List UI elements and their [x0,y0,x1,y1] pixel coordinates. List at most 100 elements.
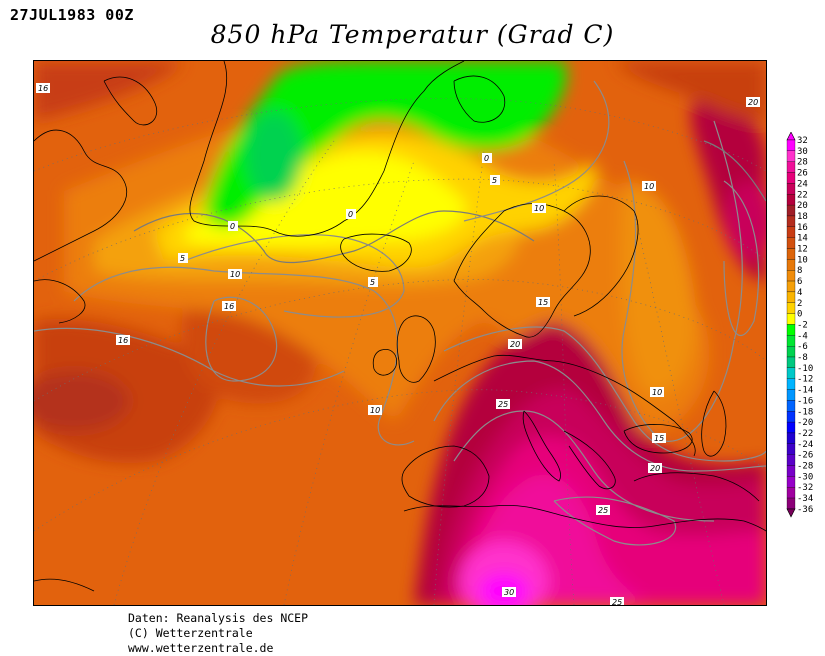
scale-tick-label: -30 [797,472,813,482]
contour-label: 25 [610,597,624,605]
scale-swatch [786,248,796,260]
contour-label: 30 [502,587,516,597]
scale-tick-label: -16 [797,396,813,406]
scale-swatch [786,411,796,423]
coastlines [34,61,766,592]
svg-text:0: 0 [348,210,353,219]
scale-swatch [786,172,796,184]
svg-text:20: 20 [748,98,758,107]
scale-tick-label: 4 [797,288,802,298]
scale-swatch [786,161,796,173]
scale-tick-label: 10 [797,255,808,265]
scale-swatch [786,389,796,401]
scale-swatch [786,400,796,412]
scale-swatch [786,378,796,390]
scale-arrow-min [786,508,796,518]
scale-swatch [786,454,796,466]
svg-text:10: 10 [370,406,380,415]
scale-tick-label: 8 [797,266,802,276]
contour-label: 16 [36,83,50,93]
valid-time: 27JUL1983 00Z [10,6,134,24]
contour-label: 10 [650,387,664,397]
scale-tick-label: -24 [797,440,813,450]
scale-tick-label: -32 [797,483,813,493]
footer-data-line: Daten: Reanalysis des NCEP [128,611,309,625]
svg-text:25: 25 [612,598,622,605]
svg-text:0: 0 [484,154,489,163]
scale-tick-label: 20 [797,201,808,211]
scale-arrow-max [786,131,796,141]
scale-swatch [786,280,796,293]
scale-tick-label: -10 [797,364,813,374]
svg-text:16: 16 [224,302,234,311]
scale-swatch [786,150,796,162]
svg-text:15: 15 [538,298,548,307]
footer-copyright-line: (C) Wetterzentrale [128,626,253,640]
scale-tick-label: 30 [797,147,808,157]
contour-label: 16 [116,335,130,345]
scale-tick-label: 14 [797,234,808,244]
contour-label: 25 [596,505,610,515]
scale-swatch [786,259,796,271]
scale-tick-label: -22 [797,429,813,439]
contour-label: 5 [178,253,188,263]
svg-text:30: 30 [504,588,514,597]
contour-label: 5 [368,277,378,287]
scale-tick-label: 6 [797,277,802,287]
svg-text:25: 25 [598,506,608,515]
contour-label: 20 [508,339,522,349]
contour-label: 15 [652,433,666,443]
isotherm-labels: 16 16 16 15 15 10 [36,83,760,605]
scale-swatch [786,194,796,206]
svg-text:5: 5 [492,176,497,185]
isotherm-lines [34,80,766,546]
scale-swatch [786,367,796,379]
contour-label: 0 [228,221,238,231]
scale-swatch [786,139,796,152]
scale-tick-label: 2 [797,299,802,309]
scale-tick-label: -12 [797,375,813,385]
contour-label: 25 [496,399,510,409]
scale-tick-label: 22 [797,190,808,200]
scale-swatch [786,324,796,336]
scale-tick-label: 28 [797,158,808,168]
scale-swatch [786,291,796,303]
scale-swatch [786,421,796,434]
contour-label: 10 [532,203,546,213]
svg-text:16: 16 [118,336,128,345]
scale-tick-label: -4 [797,331,808,341]
scale-tick-label: -14 [797,386,813,396]
svg-text:5: 5 [180,254,185,263]
scale-swatch [786,204,796,217]
scale-swatch [786,487,796,499]
contour-label: 5 [490,175,500,185]
scale-tick-label: 18 [797,212,808,222]
contour-label: 0 [346,209,356,219]
scale-swatch [786,302,796,314]
scale-swatch [786,270,796,282]
scale-swatch [786,476,796,488]
svg-text:0: 0 [230,222,235,231]
scale-tick-label: -34 [797,494,813,504]
scale-swatch [786,432,796,444]
scale-swatch [786,313,796,325]
scale-tick-label: -20 [797,418,813,428]
svg-text:5: 5 [370,278,375,287]
svg-text:15: 15 [654,434,664,443]
scale-swatch [786,237,796,249]
color-scale-legend: 32 30 28 26 24 22 20 18 16 14 12 10 8 6 4 2 0 -2 -4 -6 -8 -10… [786,131,825,532]
scale-swatch [786,183,796,195]
scale-swatch [786,226,796,238]
contour-label: 16 [222,301,236,311]
contour-label: 20 [746,97,760,107]
scale-tick-label: 32 [797,136,808,146]
scale-tick-label: -36 [797,505,813,515]
contour-label: 15 [536,297,550,307]
temperature-map: 16 16 16 15 15 10 [33,60,767,606]
contour-label: 10 [368,405,382,415]
scale-swatch [786,497,796,510]
scale-swatch [786,465,796,477]
footer-url-link[interactable]: www.wetterzentrale.de [128,641,274,655]
contour-label: 0 [482,153,492,163]
contour-label: 10 [228,269,242,279]
